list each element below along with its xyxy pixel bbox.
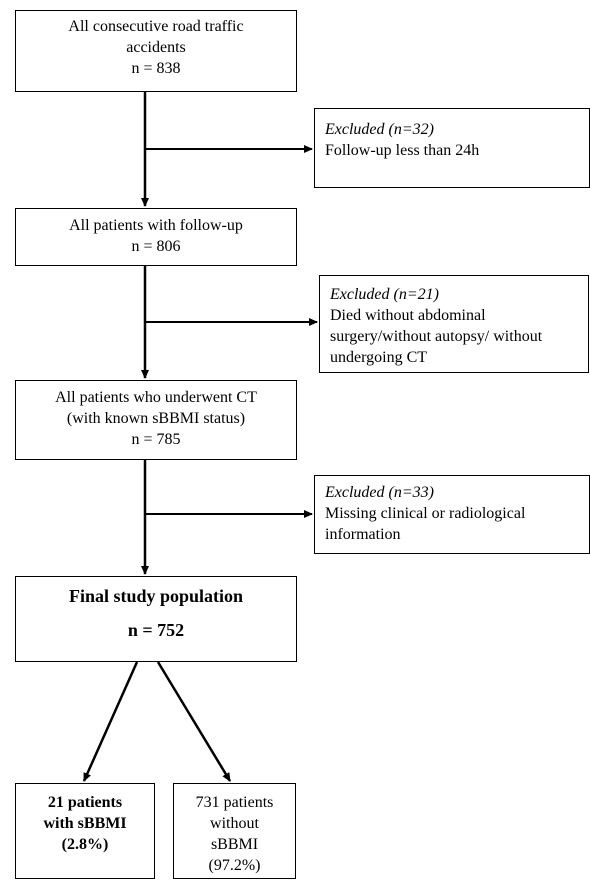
excluded-3-label: Excluded (n=33)	[325, 484, 434, 501]
excluded-2-line2: surgery/without autopsy/ without	[330, 328, 543, 345]
with-sbbmi-box: 21 patients with sBBMI (2.8%)	[15, 783, 155, 879]
ct-line2: (with known sBBMI status)	[66, 410, 246, 427]
excluded-1-label: Excluded (n=32)	[325, 121, 434, 138]
excluded-followup-box: Excluded (n=32) Follow-up less than 24h	[314, 108, 590, 188]
excluded-3-line1: Missing clinical or radiological	[325, 505, 526, 522]
excluded-2-line1: Died without abdominal	[330, 307, 486, 324]
excluded-missing-box: Excluded (n=33) Missing clinical or radi…	[314, 475, 590, 554]
final-population-box: Final study population n = 752	[15, 576, 297, 662]
without-sbbmi-line4: (97.2%)	[208, 857, 261, 874]
final-title: Final study population	[68, 586, 244, 606]
without-sbbmi-box: 731 patients without sBBMI (97.2%)	[173, 783, 296, 879]
without-sbbmi-line3: sBBMI	[210, 836, 259, 853]
with-sbbmi-line2: with sBBMI	[43, 815, 127, 832]
all-accidents-line2: accidents	[126, 39, 186, 56]
excluded-1-reason: Follow-up less than 24h	[325, 142, 480, 159]
excluded-3-line2: information	[325, 526, 401, 543]
excluded-died-box: Excluded (n=21) Died without abdominal s…	[319, 275, 589, 373]
excluded-2-line3: undergoing CT	[330, 349, 428, 366]
ct-line1: All patients who underwent CT	[55, 389, 257, 406]
final-count: n = 752	[127, 620, 185, 640]
arrow-final-to-with-sbbmi	[82, 661, 139, 782]
ct-box: All patients who underwent CT (with know…	[15, 380, 297, 460]
ct-count: n = 785	[131, 431, 181, 448]
all-accidents-count: n = 838	[131, 60, 181, 77]
with-sbbmi-line1: 21 patients	[47, 794, 123, 811]
without-sbbmi-line2: without	[210, 815, 259, 832]
followup-line1: All patients with follow-up	[69, 217, 243, 234]
all-accidents-box: All consecutive road traffic accidents n…	[15, 10, 297, 92]
excluded-2-label: Excluded (n=21)	[330, 286, 439, 303]
followup-box: All patients with follow-up n = 806	[15, 208, 297, 266]
without-sbbmi-line1: 731 patients	[195, 794, 274, 811]
with-sbbmi-line3: (2.8%)	[61, 836, 109, 853]
all-accidents-line1: All consecutive road traffic	[68, 18, 244, 35]
followup-count: n = 806	[131, 238, 181, 255]
arrow-final-to-without-sbbmi	[156, 661, 232, 782]
